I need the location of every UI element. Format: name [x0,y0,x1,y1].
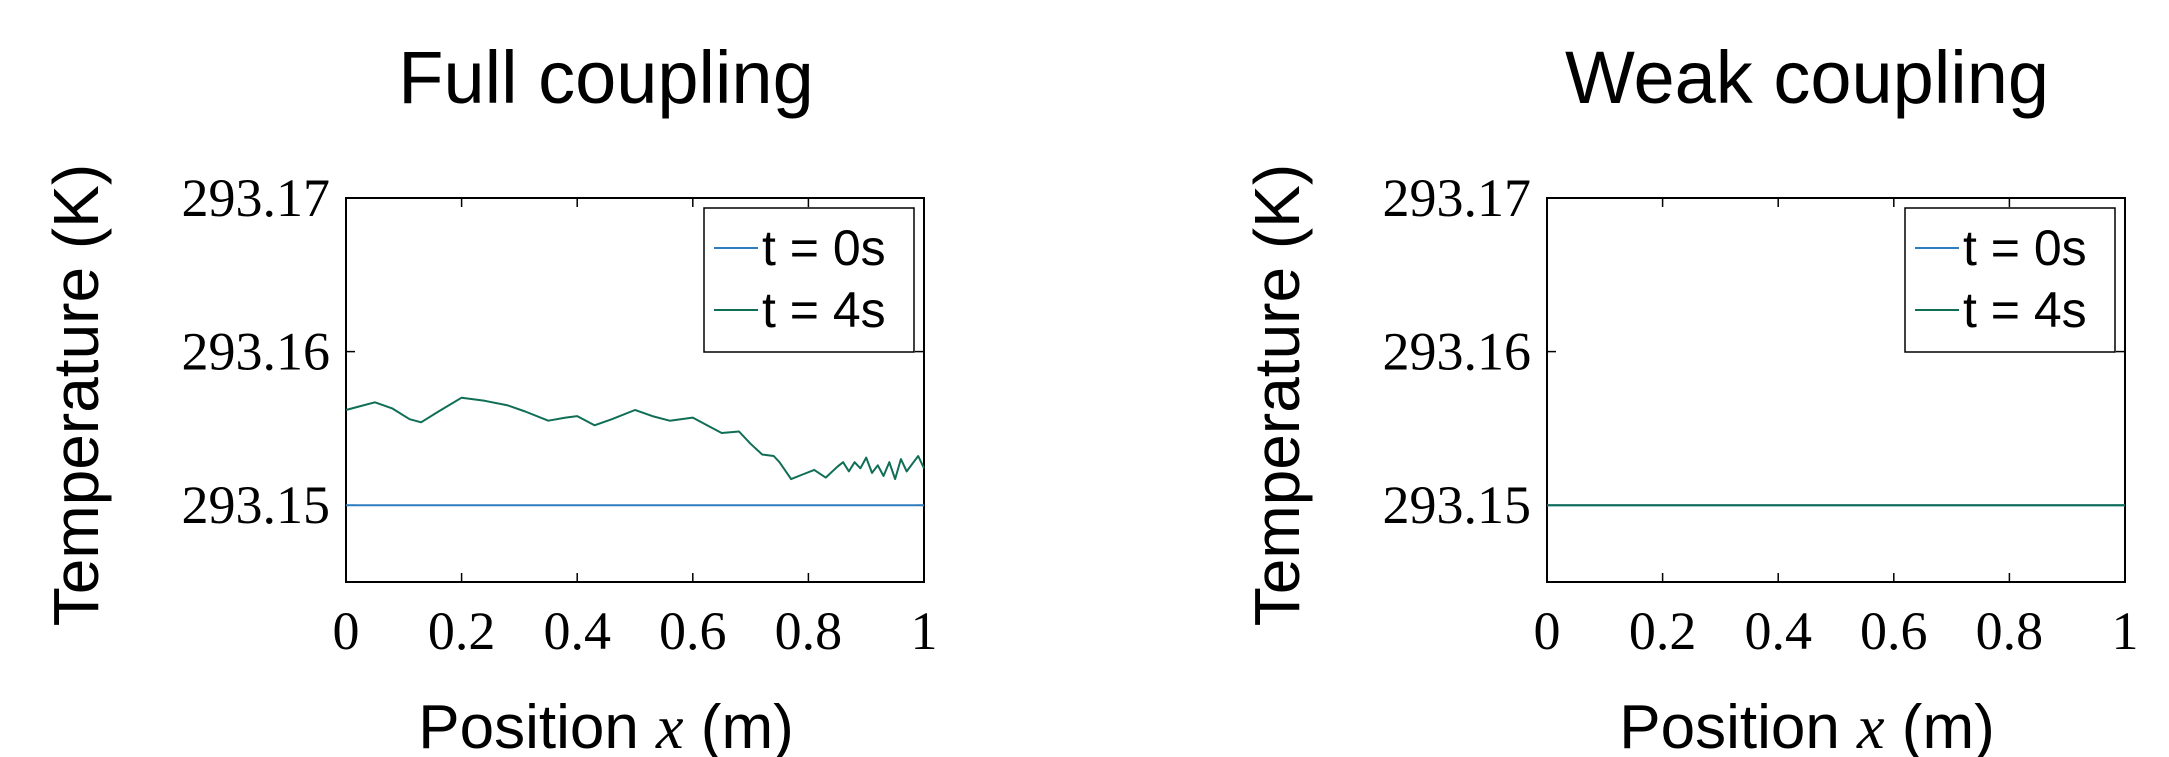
x-tick-label: 0.6 [1860,601,1928,661]
legend-label-2: t = 4s [1963,282,2087,338]
x-tick-label: 0.8 [1976,601,2044,661]
legend: t = 0s t = 4s [1904,207,2116,353]
plot-area: 0 0.2 0.4 0.6 0.8 1 293.15 293.16 293.17 [182,168,938,661]
chart-title: Full coupling [398,36,813,119]
x-tick-label: 0.4 [543,601,611,661]
x-axis-label-suffix: (m) [684,693,794,757]
chart-svg: Weak coupling Temperature (K) Position x… [1241,36,2139,757]
y-tick-label: 293.15 [182,475,331,535]
legend-label-2: t = 4s [762,282,886,338]
y-tick-label: 293.16 [182,322,331,382]
y-axis-label: Temperature (K) [40,164,112,626]
y-axis-label: Temperature (K) [1241,164,1313,626]
chart-panel-weak-coupling: Weak coupling Temperature (K) Position x… [1201,0,2169,757]
x-tick-label: 0.4 [1744,601,1812,661]
legend-box [703,207,915,353]
x-tick-label: 1 [911,601,938,661]
x-tick-label: 0.2 [1629,601,1697,661]
chart-svg: Full coupling Temperature (K) Position x… [40,36,938,757]
legend-box [1904,207,2116,353]
x-tick-label: 0.8 [775,601,843,661]
plot-frame [1546,197,2126,583]
legend-label-1: t = 0s [1963,220,2087,276]
x-tick-label: 0 [333,601,360,661]
y-tick-label: 293.17 [182,168,331,228]
x-tick-label: 0.6 [659,601,727,661]
x-axis-label-variable: x [1856,694,1885,757]
chart-title: Weak coupling [1565,36,2049,119]
x-axis-label: Position x (m) [1619,693,1995,757]
x-axis-label: Position x (m) [418,693,794,757]
legend: t = 0s t = 4s [703,207,915,353]
x-tick-label: 0 [1534,601,1561,661]
chart-panel-full-coupling: Full coupling Temperature (K) Position x… [0,0,1084,757]
y-tick-label: 293.16 [1383,322,1532,382]
series-line-2 [345,396,925,481]
x-axis-label-suffix: (m) [1885,693,1995,757]
x-axis-label-prefix: Position [1619,693,1857,757]
plot-area: 0 0.2 0.4 0.6 0.8 1 293.15 293.16 293.17 [1383,168,2139,661]
y-tick-label: 293.17 [1383,168,1532,228]
x-axis-label-variable: x [655,694,684,757]
legend-label-1: t = 0s [762,220,886,276]
x-tick-label: 1 [2112,601,2139,661]
x-axis-label-prefix: Position [418,693,656,757]
plot-frame [345,197,925,583]
y-tick-label: 293.15 [1383,475,1532,535]
x-tick-label: 0.2 [428,601,496,661]
